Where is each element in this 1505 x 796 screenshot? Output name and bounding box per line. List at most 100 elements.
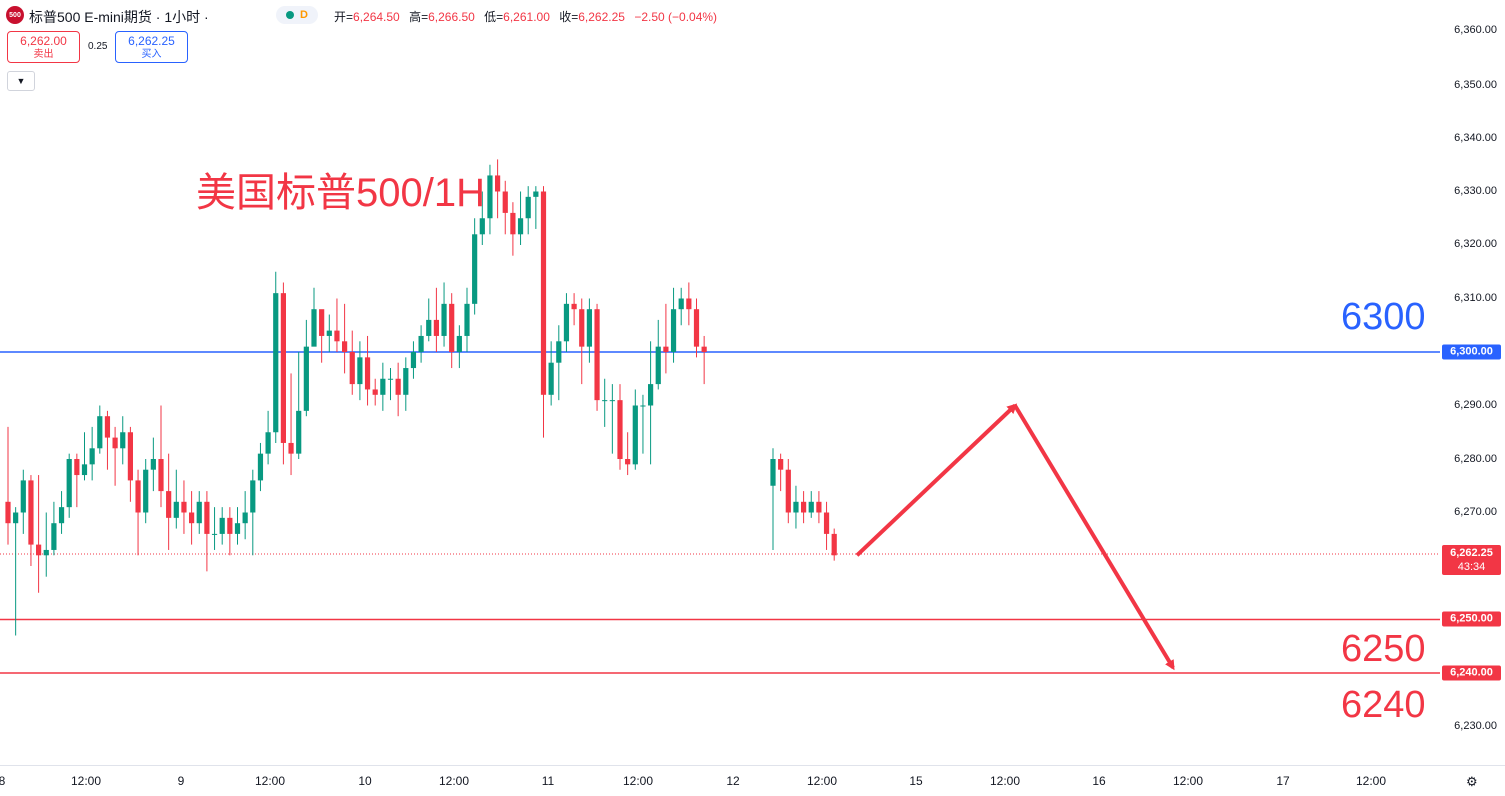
candle [296, 352, 302, 459]
candle [51, 501, 57, 556]
candle [410, 341, 417, 379]
market-status-pill[interactable]: D [276, 6, 318, 24]
candle [487, 164, 493, 235]
candle-body [502, 191, 508, 213]
buy-price: 6,262.25 [128, 34, 175, 48]
level-label-6240[interactable]: 6240 [1341, 684, 1426, 726]
level-label-6300[interactable]: 6300 [1341, 296, 1426, 338]
candle [540, 186, 547, 438]
candle [663, 303, 669, 374]
high-value: 6,266.50 [428, 10, 475, 24]
candle [670, 287, 677, 363]
candle-body [204, 501, 210, 534]
candle-body [602, 400, 608, 402]
time-tick: 12:00 [1172, 774, 1204, 788]
candle [288, 373, 294, 476]
price-tick: 6,320.00 [1454, 238, 1497, 250]
level-label-6250[interactable]: 6250 [1341, 628, 1426, 670]
candle-body [326, 330, 332, 336]
candle-body [686, 298, 692, 310]
candle [778, 453, 784, 492]
change-value: −2.50 (−0.04%) [634, 10, 718, 24]
candle-body [112, 437, 118, 449]
buy-button[interactable]: 6,262.25 买入 [115, 31, 188, 63]
candle [334, 298, 340, 352]
candle-body [678, 298, 684, 310]
candle-body [219, 517, 225, 534]
candle-body [617, 400, 623, 459]
annotation-title[interactable]: 美国标普500/1H [196, 171, 485, 215]
candle [456, 325, 462, 369]
candle [525, 186, 531, 235]
candle-body [533, 191, 539, 197]
candle [28, 475, 34, 566]
price-line-tag-6250[interactable]: 6,250.00 [1442, 611, 1501, 627]
candle-body [472, 234, 478, 304]
candle [257, 442, 264, 492]
candle [273, 271, 279, 443]
collapse-legend-button[interactable]: ▼ [7, 71, 35, 91]
candle-body [418, 335, 424, 352]
candle [43, 512, 49, 577]
time-tick: 12:00 [1355, 774, 1387, 788]
candle-body [586, 309, 592, 347]
candle [135, 469, 141, 556]
candle-body [28, 480, 34, 545]
time-axis[interactable]: 8 12:00 9 12:00 10 12:00 11 12:00 12 12:… [0, 765, 1505, 796]
candle [793, 485, 799, 529]
symbol-logo-icon[interactable]: 500 [6, 6, 24, 24]
symbol-title[interactable]: 标普500 E-mini期货 · 1小时 · [29, 9, 209, 25]
sell-button[interactable]: 6,262.00 卖出 [7, 31, 80, 63]
candle [127, 426, 133, 502]
candle [510, 202, 516, 256]
candle-body [342, 341, 348, 352]
candle [357, 341, 363, 401]
candle [770, 448, 776, 550]
candle-body [517, 218, 524, 235]
price-tick: 6,360.00 [1454, 24, 1497, 36]
open-value: 6,264.50 [353, 10, 400, 24]
candle-body [449, 303, 455, 352]
candle-body [510, 212, 516, 235]
sell-label: 卖出 [33, 49, 54, 60]
candle [104, 410, 111, 470]
candle [234, 507, 241, 545]
candle [648, 341, 654, 465]
price-chart[interactable] [0, 0, 1440, 765]
candle [464, 287, 470, 352]
candle-body [770, 459, 776, 486]
candle [81, 432, 88, 481]
high-label: 高= [409, 10, 429, 24]
candle [701, 335, 707, 385]
time-tick: 12:00 [438, 774, 470, 788]
candle [640, 394, 646, 454]
candle [395, 362, 401, 417]
candle-body [670, 309, 677, 352]
candle-body [158, 459, 164, 492]
chevron-down-icon: ▼ [16, 76, 26, 86]
price-line-tag-6240[interactable]: 6,240.00 [1442, 665, 1501, 681]
candle [219, 507, 225, 545]
price-line-tag-6300[interactable]: 6,300.00 [1442, 344, 1501, 360]
current-price-tag[interactable]: 6,262.25 43:34 [1442, 545, 1501, 575]
price-axis[interactable]: 6,360.00 6,350.00 6,340.00 6,330.00 6,32… [1440, 0, 1505, 765]
market-open-dot-icon [286, 11, 295, 19]
candle-body [793, 501, 799, 513]
candle [403, 357, 409, 411]
candle [426, 298, 432, 342]
candle-body [816, 501, 822, 513]
candle [158, 405, 164, 508]
candle-body [135, 480, 141, 513]
candle [418, 325, 424, 363]
candle [686, 282, 692, 326]
candle-body [143, 469, 149, 513]
candle-body [349, 352, 355, 385]
candle [311, 287, 317, 347]
candle [20, 469, 26, 534]
candle-body [579, 309, 585, 347]
candle [548, 341, 554, 406]
gear-icon[interactable]: ⚙ [1466, 774, 1478, 789]
candle [556, 325, 562, 401]
price-tick: 6,280.00 [1454, 453, 1497, 465]
time-tick: 15 [909, 774, 923, 788]
